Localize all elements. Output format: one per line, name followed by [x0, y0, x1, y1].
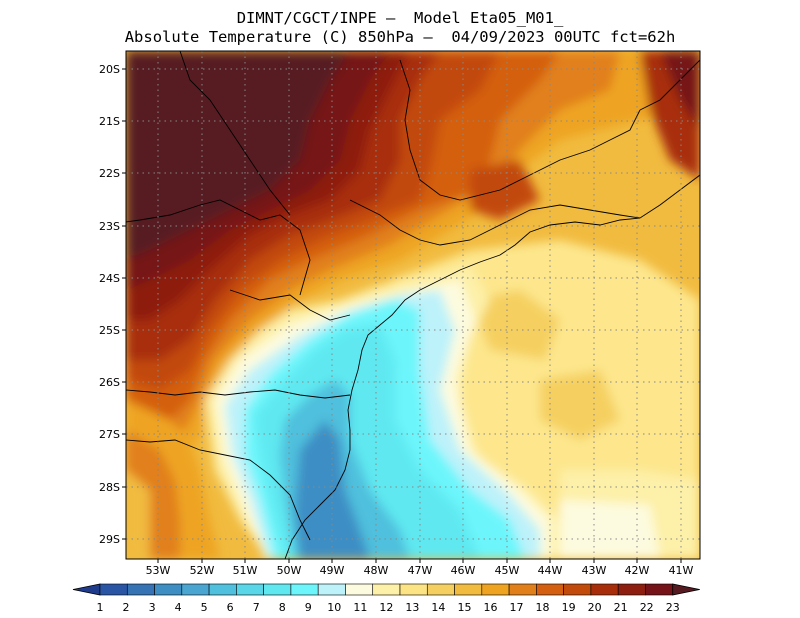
colorbar-label: 10 [327, 601, 341, 614]
colorbar-label: 3 [149, 601, 156, 614]
colorbar-swatch [372, 583, 401, 596]
map-title-line-1: DIMNT/CGCT/INPE – Model Eta05_M01_ [236, 9, 564, 27]
colorbar-swatch [263, 583, 292, 596]
colorbar-label: 21 [614, 601, 628, 614]
longitude-labels: 53W 52W 51W 50W 49W 48W 47W 46W 45W 44W … [146, 564, 694, 577]
colorbar-label: 12 [379, 601, 393, 614]
colorbar-swatch [454, 583, 483, 596]
lon-label: 41W [669, 564, 694, 577]
lon-label: 51W [233, 564, 258, 577]
lon-label: 50W [277, 564, 302, 577]
lon-label: 52W [190, 564, 215, 577]
colorbar-swatch [645, 583, 674, 596]
colorbar-swatch [290, 583, 319, 596]
lat-label: 29S [99, 533, 120, 546]
colorbar-swatch [154, 583, 183, 596]
colorbar-swatch [181, 583, 210, 596]
colorbar-swatch [481, 583, 510, 596]
axis-ticks [122, 68, 682, 563]
colorbar-label: 6 [227, 601, 234, 614]
lon-label: 42W [625, 564, 650, 577]
lat-label: 21S [99, 115, 120, 128]
colorbar-label: 2 [123, 601, 130, 614]
colorbar-swatch [236, 583, 264, 596]
lat-label: 27S [99, 428, 120, 441]
colorbar-label: 22 [640, 601, 654, 614]
colorbar-swatch [617, 583, 646, 596]
lon-label: 49W [320, 564, 345, 577]
colorbar-label: 14 [431, 601, 445, 614]
lat-label: 28S [99, 481, 120, 494]
colorbar-swatch [536, 583, 564, 596]
colorbar-label: 13 [405, 601, 419, 614]
lon-label: 45W [495, 564, 520, 577]
colorbar-swatch [99, 583, 128, 596]
lat-label: 25S [99, 324, 120, 337]
colorbar-swatch [590, 583, 619, 596]
colorbar-swatch [426, 583, 455, 596]
colorbar-label: 23 [666, 601, 680, 614]
colorbar-label: 11 [353, 601, 367, 614]
colorbar-low-arrow [72, 583, 101, 596]
colorbar-swatch [508, 583, 537, 596]
colorbar-label: 17 [510, 601, 524, 614]
lat-label: 23S [99, 220, 120, 233]
lat-label: 24S [99, 272, 120, 285]
colorbar-high-arrow [672, 583, 700, 596]
colorbar-label: 19 [562, 601, 576, 614]
lon-label: 48W [364, 564, 389, 577]
colorbar-swatch [563, 583, 592, 596]
colorbar-swatch [126, 583, 155, 596]
colorbar: 1 2 3 4 5 6 7 8 9 10 11 12 13 14 15 16 17 18 19 20 21 22 23 [72, 583, 700, 614]
colorbar-swatch [208, 583, 237, 596]
colorbar-swatch [317, 583, 346, 596]
lat-label: 22S [99, 167, 120, 180]
lat-label: 26S [99, 376, 120, 389]
lat-label: 20S [99, 63, 120, 76]
colorbar-swatch [345, 583, 374, 596]
lon-label: 53W [146, 564, 171, 577]
lon-label: 44W [538, 564, 563, 577]
colorbar-label: 1 [97, 601, 104, 614]
colorbar-label: 7 [253, 601, 260, 614]
lon-label: 46W [451, 564, 476, 577]
map-title-line-2: Absolute Temperature (C) 850hPa – 04/09/… [124, 28, 676, 46]
map-frame [125, 50, 701, 560]
colorbar-label: 9 [305, 601, 312, 614]
colorbar-swatch [399, 583, 428, 596]
latitude-labels: 20S 21S 22S 23S 24S 25S 26S 27S 28S 29S [99, 63, 120, 546]
temperature-field [126, 51, 700, 559]
colorbar-label: 16 [483, 601, 497, 614]
graticule [126, 51, 700, 559]
colorbar-label: 20 [588, 601, 602, 614]
colorbar-label: 4 [175, 601, 182, 614]
coastline-and-borders [126, 51, 700, 559]
colorbar-label: 15 [457, 601, 471, 614]
colorbar-label: 8 [279, 601, 286, 614]
lon-label: 47W [408, 564, 433, 577]
lon-label: 43W [582, 564, 607, 577]
colorbar-label: 18 [536, 601, 550, 614]
colorbar-label: 5 [201, 601, 208, 614]
